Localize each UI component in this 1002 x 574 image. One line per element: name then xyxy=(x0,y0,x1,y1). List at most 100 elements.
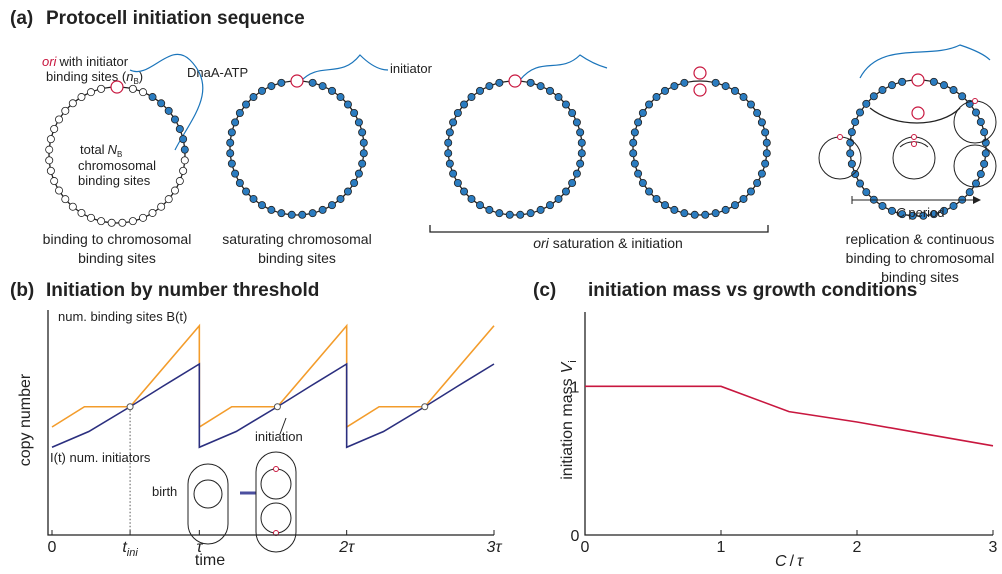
binding-site xyxy=(107,218,116,227)
binding-site xyxy=(660,86,669,95)
binding-site xyxy=(157,202,166,211)
initiation-point xyxy=(126,403,134,411)
x-tick-label: tini xyxy=(122,539,138,559)
initiation-point xyxy=(273,403,281,411)
note-var: n xyxy=(126,69,133,84)
tick-text: t xyxy=(122,539,127,556)
ori xyxy=(508,74,522,88)
caption-line: binding sites xyxy=(258,250,336,266)
caption-line: saturation & initiation xyxy=(553,235,683,251)
binding-site xyxy=(554,93,563,102)
binding-site xyxy=(495,209,504,218)
binding-site xyxy=(277,209,286,218)
pointer xyxy=(279,417,287,435)
binding-site xyxy=(308,209,317,218)
binding-site xyxy=(711,78,720,87)
cell-inset xyxy=(187,417,297,553)
binding-site xyxy=(249,93,258,102)
binding-site xyxy=(97,217,106,226)
binding-site xyxy=(577,138,586,147)
binding-site xyxy=(629,138,638,147)
caption-line: replication & continuous xyxy=(846,231,995,247)
binding-site xyxy=(701,210,710,219)
binding-site xyxy=(568,108,577,117)
legend-entry: num. binding sites B(t) xyxy=(58,309,187,324)
panel-label: (b) xyxy=(10,280,34,301)
binding-site xyxy=(634,169,643,178)
axis xyxy=(584,312,993,536)
y-axis-label: copy number xyxy=(17,373,34,466)
binding-site xyxy=(576,159,585,168)
binding-site xyxy=(652,93,661,102)
binding-site xyxy=(898,77,907,86)
binding-site xyxy=(746,100,755,109)
binding-site xyxy=(645,100,654,109)
binding-site xyxy=(45,156,54,165)
binding-site xyxy=(308,78,317,87)
binding-site xyxy=(257,86,266,95)
x-tick-label: τ xyxy=(196,539,203,556)
binding-site xyxy=(976,117,985,126)
axis xyxy=(47,310,494,536)
binding-site xyxy=(976,170,985,179)
chromosome xyxy=(229,80,365,216)
panel-label: (a) xyxy=(10,8,33,29)
binding-site xyxy=(846,149,855,158)
binding-site xyxy=(235,108,244,117)
binding-site xyxy=(887,206,896,215)
binding-site xyxy=(453,179,462,188)
binding-site xyxy=(287,210,296,219)
panel-label: (c) xyxy=(533,280,556,301)
caption: ori saturation & initiation xyxy=(533,235,683,251)
binding-site xyxy=(887,81,896,90)
binding-site xyxy=(660,201,669,210)
note-text: binding sites xyxy=(78,173,151,188)
binding-site xyxy=(731,201,740,210)
ori xyxy=(837,134,843,140)
tick-text: 3τ xyxy=(487,539,503,556)
ori xyxy=(911,141,917,147)
binding-site xyxy=(55,115,64,124)
ori xyxy=(693,66,707,80)
binding-site xyxy=(862,99,871,108)
binding-site xyxy=(45,145,54,154)
binding-site xyxy=(179,166,188,175)
binding-site xyxy=(572,169,581,178)
x-tick-label: 3τ xyxy=(487,539,503,556)
note-text: ) xyxy=(139,69,143,84)
binding-site xyxy=(949,201,958,210)
axis-var: V xyxy=(559,361,576,373)
binding-site xyxy=(358,128,367,137)
chromosome xyxy=(447,80,583,216)
binding-site xyxy=(68,202,77,211)
binding-site xyxy=(227,159,236,168)
binding-site xyxy=(929,77,938,86)
series-line xyxy=(585,385,994,447)
annotation: birth xyxy=(152,484,177,499)
binding-site xyxy=(757,169,766,178)
binding-site xyxy=(652,194,661,203)
binding-site xyxy=(460,187,469,196)
binding-site xyxy=(180,156,189,165)
binding-site xyxy=(762,138,771,147)
binding-site xyxy=(164,195,173,204)
series-line xyxy=(51,323,495,429)
x-tick-label: 3 xyxy=(989,539,998,556)
binding-site xyxy=(77,93,86,102)
y-tick-label: 0 xyxy=(571,528,580,545)
bracket xyxy=(429,225,769,233)
binding-site xyxy=(546,201,555,210)
binding-site xyxy=(55,186,64,195)
binding-site xyxy=(170,186,179,195)
binding-site xyxy=(170,115,179,124)
binding-site xyxy=(971,108,980,117)
binding-site xyxy=(467,194,476,203)
ori xyxy=(911,106,925,120)
ori-note: ori with initiator binding sites (nB) xyxy=(42,54,143,86)
binding-site xyxy=(328,86,337,95)
tick-text: τ xyxy=(196,539,203,556)
binding-site xyxy=(634,118,643,127)
binding-site xyxy=(721,205,730,214)
binding-site xyxy=(561,100,570,109)
